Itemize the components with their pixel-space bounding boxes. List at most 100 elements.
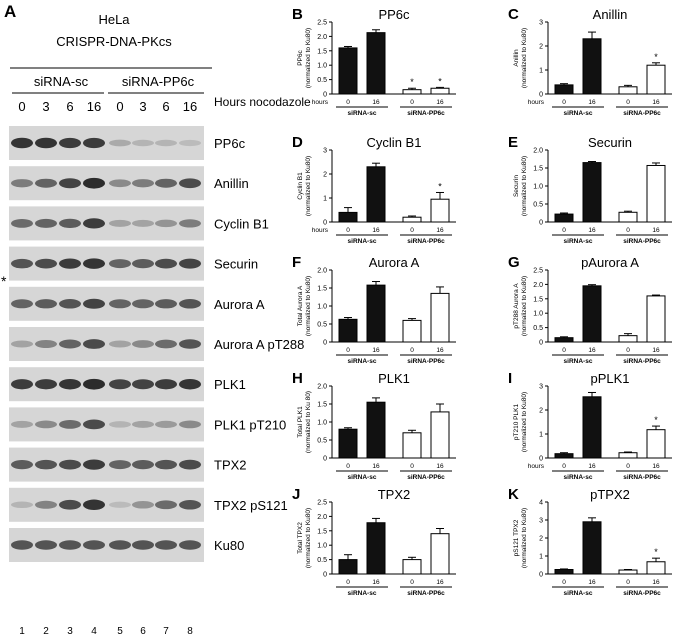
y-axis-label: Total Aurora A(normalized to Ku80) bbox=[297, 276, 312, 336]
y-tick-label: 1.0 bbox=[317, 304, 327, 311]
x-tick-label: 0 bbox=[410, 99, 414, 106]
blot-band bbox=[11, 137, 33, 149]
x-tick-label: 0 bbox=[346, 347, 350, 354]
x-tick-label: 0 bbox=[410, 579, 414, 586]
blot-band bbox=[83, 378, 105, 390]
chart-title: pAurora A bbox=[581, 255, 639, 270]
x-axis-label: hours bbox=[312, 227, 329, 234]
genotype-label: CRISPR-DNA-PKcs bbox=[56, 34, 172, 49]
blot-band bbox=[83, 298, 105, 309]
blot-band bbox=[35, 299, 57, 309]
chart-panel-h: H PLK1 0 0.5 1.0 1.5 2.0 Total PLK1(normalized … bbox=[292, 370, 456, 481]
blot-band bbox=[11, 340, 33, 348]
lane-numbers: 1 2 3 4 5 6 7 8 bbox=[19, 626, 193, 637]
blot-band bbox=[11, 379, 33, 390]
blot-band bbox=[179, 540, 201, 550]
y-axis-label: Total TPX2(normalized to Ku80) bbox=[297, 508, 312, 568]
bar bbox=[554, 84, 574, 95]
y-tick-label: 2.0 bbox=[317, 34, 327, 41]
blot-label: Anillin bbox=[214, 176, 249, 191]
y-tick-label: 2.5 bbox=[317, 500, 327, 507]
panel-letter: E bbox=[508, 134, 518, 151]
blot-label: Aurora A pT288 bbox=[214, 337, 304, 352]
y-tick-label: 1.0 bbox=[533, 311, 543, 318]
significance-marker: * bbox=[654, 52, 658, 62]
y-axis-label-line: Cyclin B1 bbox=[297, 172, 304, 200]
panel-letter-A: A bbox=[4, 2, 16, 21]
significance-marker: * bbox=[654, 547, 658, 557]
blot-band bbox=[132, 501, 154, 509]
bar bbox=[366, 166, 386, 223]
blot-band bbox=[109, 379, 131, 390]
timepoint-axis-label: Hours nocodazole bbox=[214, 95, 311, 109]
group-label: siRNA-PP6c bbox=[623, 474, 661, 481]
blot-band bbox=[109, 299, 131, 309]
timepoint-label: 3 bbox=[139, 99, 146, 114]
chart-panel-f: F Aurora A 0 0.5 1.0 1.5 2.0 Total Aurora A(nor… bbox=[292, 254, 456, 365]
bar bbox=[582, 396, 602, 459]
blot-band bbox=[83, 177, 105, 189]
blot-band bbox=[83, 499, 105, 511]
blot-row-tpx2-ps121: TPX2 pS121 bbox=[9, 487, 288, 522]
blot-band bbox=[59, 258, 81, 269]
y-tick-label: 1.5 bbox=[317, 48, 327, 55]
bar bbox=[430, 87, 450, 95]
timepoint-label: 16 bbox=[87, 99, 101, 114]
x-tick-label: 16 bbox=[372, 227, 380, 234]
y-tick-label: 2 bbox=[539, 536, 543, 543]
y-tick-label: 1.0 bbox=[317, 63, 327, 70]
blot-band bbox=[59, 540, 81, 550]
timepoint-label: 16 bbox=[183, 99, 197, 114]
blot-band bbox=[109, 501, 131, 508]
chart-title: Cyclin B1 bbox=[367, 135, 422, 150]
chart-panel-e: E Securin00.51.01.52.0Securin(normalized … bbox=[508, 134, 672, 245]
x-tick-label: 0 bbox=[562, 227, 566, 234]
group-label: siRNA-PP6c bbox=[407, 110, 445, 117]
bar bbox=[646, 164, 666, 223]
group-label: siRNA-PP6c bbox=[623, 238, 661, 245]
lane-number: 7 bbox=[163, 626, 169, 637]
blot-row-ku80: Ku80 bbox=[9, 528, 244, 562]
blot-band bbox=[132, 379, 154, 390]
y-axis-label-line: (normalized to Ku 80) bbox=[305, 391, 312, 453]
x-tick-label: 0 bbox=[626, 347, 630, 354]
panel-letter: D bbox=[292, 134, 303, 151]
blot-band bbox=[132, 540, 154, 550]
bar bbox=[338, 428, 358, 459]
y-axis-label-line: (normalized to Ku80) bbox=[305, 28, 312, 88]
x-tick-label: 16 bbox=[436, 99, 444, 106]
bar bbox=[618, 452, 638, 459]
x-tick-label: 16 bbox=[652, 347, 660, 354]
blot-band bbox=[179, 420, 201, 429]
bar bbox=[402, 432, 422, 459]
bar bbox=[430, 292, 450, 343]
group-label: siRNA-PP6c bbox=[623, 110, 661, 117]
chart-title: pPLK1 bbox=[590, 371, 629, 386]
blot-band bbox=[179, 139, 201, 147]
y-tick-label: 1.0 bbox=[533, 184, 543, 191]
x-tick-label: 0 bbox=[410, 227, 414, 234]
blot-band bbox=[109, 139, 131, 147]
blot-band bbox=[35, 258, 57, 269]
y-axis-label-line: Total PLK1 bbox=[297, 406, 304, 438]
blot-band bbox=[11, 540, 33, 550]
blot-band bbox=[83, 258, 105, 269]
blot-row-tpx2: TPX2 bbox=[9, 447, 247, 482]
bar bbox=[582, 162, 602, 223]
bar bbox=[618, 86, 638, 95]
y-axis-label-line: Total TPX2 bbox=[297, 522, 304, 554]
blot-band bbox=[179, 258, 201, 269]
y-axis-label-line: (normalized to Ku80) bbox=[521, 508, 528, 568]
bar bbox=[430, 411, 450, 459]
y-tick-label: 1.5 bbox=[317, 528, 327, 535]
blot-band bbox=[109, 179, 131, 188]
blot-band bbox=[179, 339, 201, 349]
y-axis-label-line: Anillin bbox=[513, 49, 520, 67]
blot-band bbox=[83, 218, 105, 229]
blot-band bbox=[35, 459, 57, 470]
y-tick-label: 1 bbox=[323, 196, 327, 203]
blot-band bbox=[109, 340, 131, 348]
y-tick-label: 3 bbox=[539, 20, 543, 27]
